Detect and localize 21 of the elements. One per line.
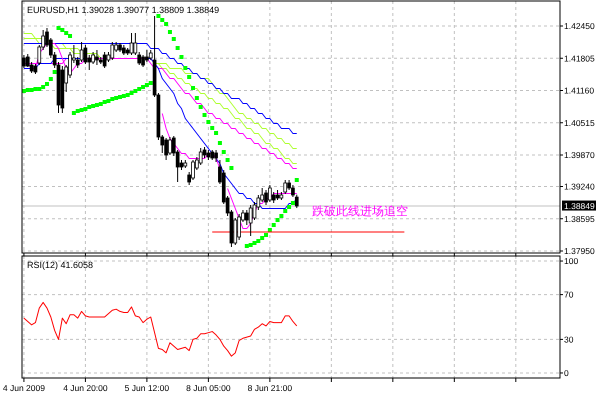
chart-title: EURUSD,H1 1.39028 1.39077 1.38809 1.38849	[27, 5, 220, 15]
y-tick-label: 1.41805	[564, 53, 595, 64]
x-tick-label: 5 Jun 12:00	[124, 383, 170, 393]
x-tick-label: 8 Jun 21:00	[248, 383, 292, 393]
x-tick-label: 4 Jun 2009	[2, 383, 46, 393]
text: RSI(12) 41.6058	[27, 260, 94, 270]
y-tick-label: 70	[564, 290, 574, 300]
y-tick-label: 30	[564, 334, 574, 344]
x-tick-label: 4 Jun 20:00	[63, 383, 108, 393]
y-tick-label: 100	[564, 256, 578, 266]
y-tick-label: 0	[564, 368, 569, 378]
y-tick-label: 1.39870	[564, 150, 595, 160]
ref-line-label: 1.38849	[564, 201, 595, 212]
y-tick-label: 1.39240	[564, 182, 595, 192]
y-tick-label: 1.37950	[564, 246, 595, 256]
y-tick-label: 1.41160	[564, 86, 594, 96]
annotation: 跌破此线进场追空	[312, 204, 408, 218]
y-tick-label: 1.42450	[564, 21, 595, 31]
x-tick-label: 8 Jun 05:00	[186, 383, 231, 393]
y-tick-label: 1.38595	[564, 214, 595, 224]
y-tick-label: 1.40515	[564, 118, 595, 128]
